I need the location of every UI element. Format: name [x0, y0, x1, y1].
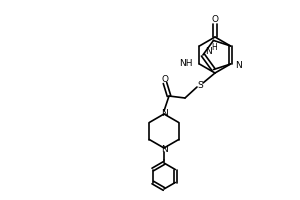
- Text: NH: NH: [179, 60, 192, 68]
- Text: S: S: [197, 80, 203, 90]
- Text: H: H: [211, 44, 217, 52]
- Text: O: O: [161, 74, 169, 84]
- Text: N: N: [160, 144, 167, 154]
- Text: O: O: [212, 16, 218, 24]
- Text: N: N: [205, 46, 211, 55]
- Text: N: N: [236, 62, 242, 71]
- Text: N: N: [160, 108, 167, 117]
